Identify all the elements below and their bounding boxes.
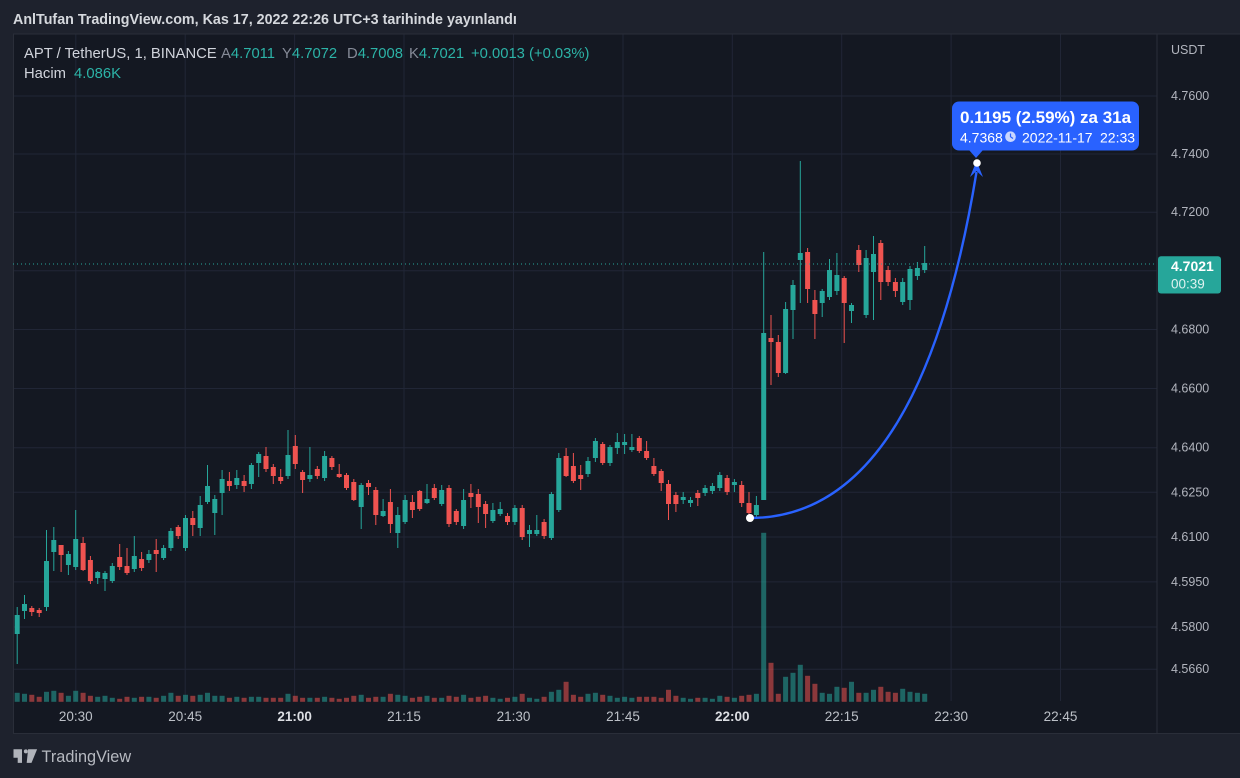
svg-text:4.6400: 4.6400 (1171, 441, 1209, 455)
svg-text:D4.7008: D4.7008 (347, 46, 403, 62)
svg-text:21:45: 21:45 (606, 709, 640, 724)
svg-text:4.7368: 4.7368 (960, 130, 1003, 146)
svg-text:4.6250: 4.6250 (1171, 485, 1209, 499)
svg-text:20:30: 20:30 (59, 709, 93, 724)
svg-text:22:30: 22:30 (934, 709, 968, 724)
svg-text:4.6100: 4.6100 (1171, 530, 1209, 544)
svg-text:4.6800: 4.6800 (1171, 323, 1209, 337)
svg-text:22:15: 22:15 (825, 709, 859, 724)
svg-text:0.1195 (2.59%) za 31a: 0.1195 (2.59%) za 31a (960, 108, 1132, 127)
svg-text:22:45: 22:45 (1044, 709, 1078, 724)
svg-text:21:00: 21:00 (277, 709, 312, 724)
svg-text:AnlTufan TradingView.com, Kas: AnlTufan TradingView.com, Kas 17, 2022 2… (13, 12, 517, 28)
svg-text:APT / TetherUS, 1, BINANCE: APT / TetherUS, 1, BINANCE (24, 46, 217, 62)
svg-text:2022-11-17: 2022-11-17 (1022, 130, 1093, 146)
svg-text:K4.7021: K4.7021 (409, 46, 464, 62)
svg-text:4.5800: 4.5800 (1171, 620, 1209, 634)
svg-text:22:00: 22:00 (715, 709, 750, 724)
svg-text:USDT: USDT (1171, 43, 1205, 57)
svg-text:4.5950: 4.5950 (1171, 575, 1209, 589)
svg-text:00:39: 00:39 (1171, 277, 1205, 292)
svg-text:22:33: 22:33 (1100, 130, 1135, 146)
svg-text:4.7600: 4.7600 (1171, 89, 1209, 103)
svg-text:21:15: 21:15 (387, 709, 421, 724)
svg-text:4.5660: 4.5660 (1171, 662, 1209, 676)
svg-text:Y4.7072: Y4.7072 (282, 46, 337, 62)
svg-text:TradingView: TradingView (42, 748, 132, 766)
svg-text:+0.0013 (+0.03%): +0.0013 (+0.03%) (471, 46, 590, 62)
svg-text:20:45: 20:45 (168, 709, 202, 724)
svg-text:4.7400: 4.7400 (1171, 147, 1209, 161)
svg-text:4.7021: 4.7021 (1171, 258, 1214, 274)
svg-text:4.6600: 4.6600 (1171, 382, 1209, 396)
svg-text:A4.7011: A4.7011 (221, 46, 275, 62)
svg-text:21:30: 21:30 (497, 709, 531, 724)
svg-text:4.7200: 4.7200 (1171, 205, 1209, 219)
